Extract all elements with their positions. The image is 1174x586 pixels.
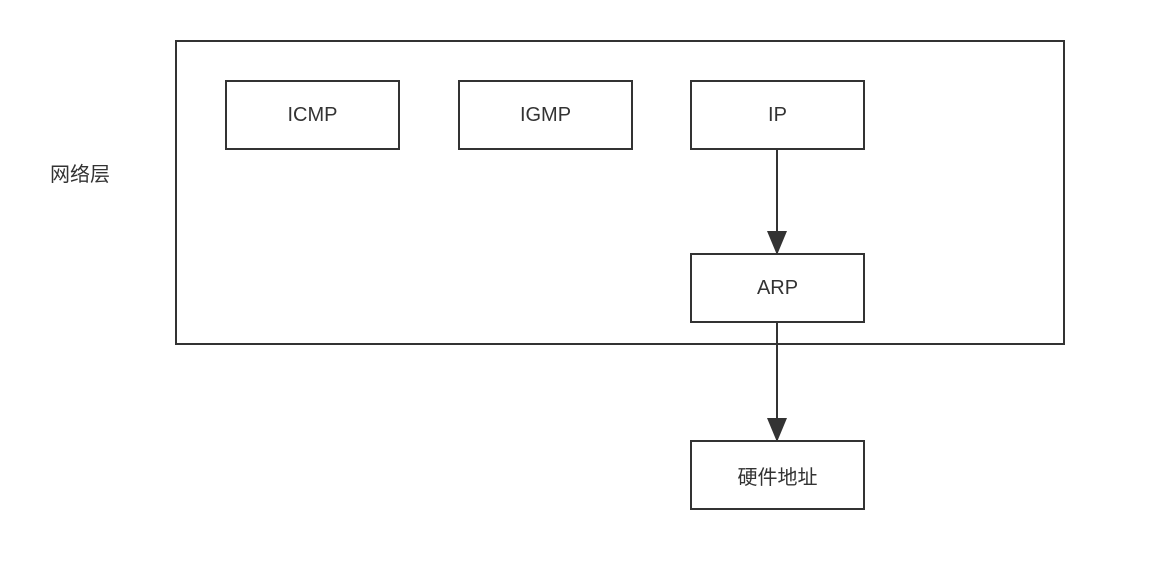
node-ip: IP	[690, 80, 865, 150]
node-icmp-label: ICMP	[288, 104, 338, 127]
node-icmp: ICMP	[225, 80, 400, 150]
node-ip-label: IP	[768, 104, 787, 127]
node-arp: ARP	[690, 253, 865, 323]
diagram-canvas: 网络层 ICMP IGMP IP ARP 硬件地址	[0, 0, 1174, 586]
node-igmp-label: IGMP	[520, 104, 571, 127]
node-igmp: IGMP	[458, 80, 633, 150]
node-arp-label: ARP	[757, 277, 798, 300]
layer-label: 网络层	[50, 158, 110, 187]
node-hwaddr: 硬件地址	[690, 440, 865, 510]
node-hwaddr-label: 硬件地址	[738, 461, 818, 490]
